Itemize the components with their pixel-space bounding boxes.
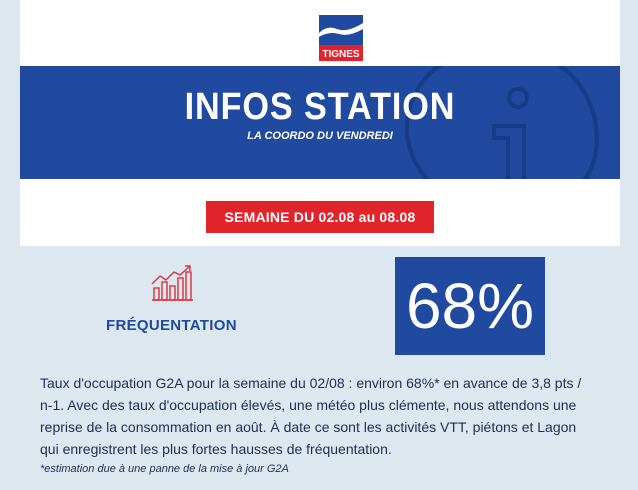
banner-subtitle: LA COORDO DU VENDREDI <box>247 130 393 142</box>
logo-text: TIGNES <box>322 49 360 60</box>
week-band: SEMAINE DU 02.08 au 08.08 <box>20 179 620 246</box>
bar-chart-trend-icon <box>151 265 193 301</box>
description-paragraph: Taux d'occupation G2A pour la semaine du… <box>40 375 582 457</box>
tignes-logo[interactable]: TIGNES <box>319 15 363 61</box>
kpi-panel: FRÉQUENTATION 68% Taux d'occupation G2A … <box>20 246 620 490</box>
info-icon <box>404 66 599 179</box>
header-banner: INFOS STATION LA COORDO DU VENDREDI <box>20 66 620 179</box>
occupancy-stat: 68% <box>395 257 545 355</box>
frequentation-label: FRÉQUENTATION <box>106 317 237 334</box>
logo-strip: TIGNES <box>20 0 620 66</box>
footnote: *estimation due à une panne de la mise à… <box>40 463 289 475</box>
week-badge: SEMAINE DU 02.08 au 08.08 <box>206 201 434 233</box>
banner-title: INFOS STATION <box>184 86 456 128</box>
